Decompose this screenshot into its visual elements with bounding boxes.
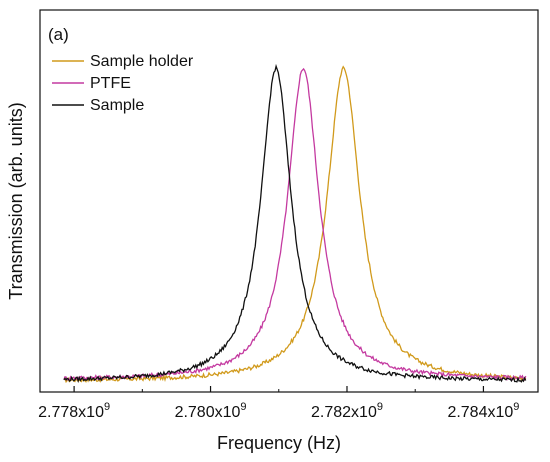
panel-label: (a) — [48, 25, 69, 44]
x-tick-exponent: 9 — [377, 401, 383, 413]
legend: Sample holder PTFE Sample — [52, 53, 194, 114]
x-tick-label: 2.784x109 — [447, 401, 519, 421]
legend-label: PTFE — [90, 75, 131, 92]
series-line-ptfe — [63, 67, 527, 382]
x-tick-exponent: 9 — [513, 401, 519, 413]
x-tick-label: 2.780x109 — [175, 401, 247, 421]
x-tick-mantissa: 2.784x10 — [447, 404, 513, 421]
x-tick-mantissa: 2.778x10 — [38, 404, 104, 421]
legend-label: Sample holder — [90, 53, 194, 70]
x-tick-exponent: 9 — [104, 401, 110, 413]
series-line-sample — [63, 63, 527, 384]
legend-label: Sample — [90, 97, 144, 114]
plot-frame — [39, 9, 539, 393]
x-ticks: 2.778x109 2.780x109 2.782x109 2.784x109 — [38, 386, 519, 421]
y-axis-label: Transmission (arb. units) — [6, 102, 26, 299]
x-tick-mantissa: 2.782x10 — [311, 404, 377, 421]
x-axis-label: Frequency (Hz) — [217, 433, 341, 453]
x-tick-label: 2.778x109 — [38, 401, 110, 421]
x-tick-exponent: 9 — [240, 401, 246, 413]
series-lines — [63, 63, 527, 384]
x-tick-mantissa: 2.780x10 — [175, 404, 241, 421]
x-tick-label: 2.782x109 — [311, 401, 383, 421]
